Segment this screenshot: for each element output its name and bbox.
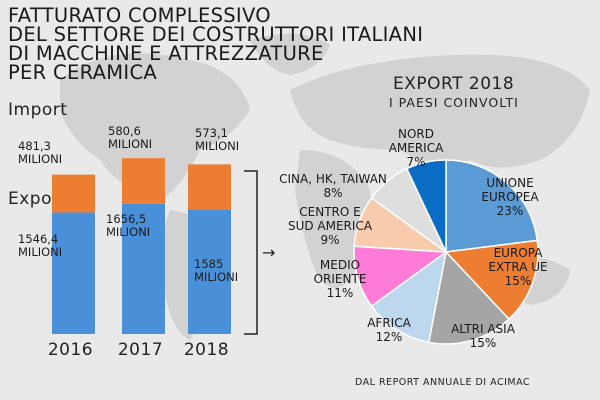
import-legend-label: Import	[8, 100, 68, 120]
bar-export-2016	[52, 212, 95, 334]
year-label-2018: 2018	[183, 340, 230, 360]
arrow-icon: →	[262, 243, 276, 262]
export-legend-label: Export	[8, 189, 67, 209]
bar-import-2018	[188, 164, 231, 210]
pie-slice-3	[370, 250, 448, 344]
year-label-2017: 2017	[117, 340, 164, 360]
bar-import-2016	[52, 174, 95, 213]
bar-import-2017	[122, 158, 165, 204]
pie-slice-label-4: MEDIO ORIENTE 11%	[313, 258, 367, 300]
export-value-label-2017: 1656,5 MILIONI	[106, 212, 151, 239]
import-value-label-2016: 481,3 MILIONI	[18, 139, 63, 166]
pie-slice-0	[445, 159, 539, 253]
pie-slice-label-0: UNIONE EUROPEA 23%	[481, 176, 539, 218]
export-value-label-2016: 1546,4 MILIONI	[18, 232, 63, 259]
source-note: DAL REPORT ANNUALE DI ACIMAC	[355, 377, 531, 388]
pie-slice-label-1: EUROPA EXTRA UE 15%	[488, 246, 548, 288]
export-value-label-2018: 1585 MILIONI	[194, 257, 239, 284]
title-line: DI MACCHINE E ATTREZZATURE	[8, 42, 324, 65]
chart-title: FATTURATO COMPLESSIVO DEL SETTORE DEI CO…	[8, 4, 424, 84]
import-value-label-2017: 580,6 MILIONI	[108, 124, 153, 151]
bar-export-2017	[122, 203, 165, 334]
pie-slice-label-6: CINA, HK, TAIWAN 8%	[279, 172, 387, 200]
year-label-2016: 2016	[47, 340, 94, 360]
pie-slice-2	[427, 250, 511, 345]
pie-slice-7	[405, 159, 447, 253]
import-value-label-2018: 573,1 MILIONI	[195, 126, 240, 153]
pie-slice-label-2: ALTRI ASIA 15%	[451, 322, 515, 350]
title-line: DEL SETTORE DEI COSTRUTTORI ITALIANI	[8, 23, 424, 46]
pie-subtitle: I PAESI COINVOLTI	[389, 95, 519, 110]
pie-slice-1	[444, 239, 539, 321]
pie-slice-label-7: NORD AMERICA 7%	[388, 127, 444, 169]
bracket-line	[244, 170, 258, 335]
pie-slice-label-3: AFRICA 12%	[367, 316, 411, 344]
title-line: PER CERAMICA	[8, 61, 157, 84]
pie-slice-label-5: CENTRO E SUD AMERICA 9%	[287, 205, 373, 247]
pie-title: EXPORT 2018	[393, 74, 515, 94]
bar-export-2018	[188, 209, 231, 334]
title-line: FATTURATO COMPLESSIVO	[8, 4, 271, 27]
